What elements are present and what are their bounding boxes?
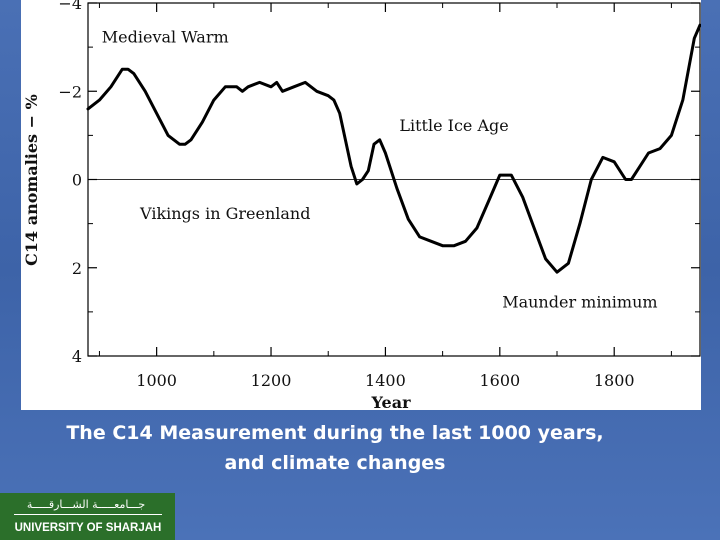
- y-tick-label: −2: [58, 82, 82, 101]
- x-tick-label: 1600: [479, 371, 520, 390]
- y-tick-label: 2: [72, 259, 82, 278]
- caption-line-1: The C14 Measurement during the last 1000…: [66, 422, 604, 444]
- chart-annotation: Vikings in Greenland: [139, 204, 310, 223]
- x-tick-label: 1800: [594, 371, 635, 390]
- chart-panel: −4 −2 0 2 4 1000 1200 1400 1600 1800 Year C14 anoma…: [21, 0, 701, 410]
- chart-annotation: Little Ice Age: [399, 116, 508, 135]
- x-tick-label: 1400: [365, 371, 406, 390]
- logo-divider: [14, 514, 162, 515]
- caption-line-2: and climate changes: [224, 452, 446, 474]
- caption: The C14 Measurement during the last 1000…: [10, 418, 660, 478]
- x-tick-label: 1200: [251, 371, 292, 390]
- y-axis-label: C14 anomalies − %: [22, 94, 41, 266]
- x-axis-label: Year: [370, 393, 411, 410]
- y-tick-label: −4: [58, 0, 82, 13]
- c14-chart: −4 −2 0 2 4 1000 1200 1400 1600 1800 Year C14 anoma…: [22, 0, 701, 410]
- logo-english-text: UNIVERSITY OF SHARJAH: [14, 522, 162, 534]
- y-tick-label: 0: [72, 171, 82, 190]
- chart-annotation: Maunder minimum: [502, 292, 657, 311]
- university-logo: جـــامعـــــة الشـــارقـــــة UNIVERSITY…: [0, 493, 175, 540]
- logo-arabic-text: جـــامعـــــة الشـــارقـــــة: [26, 498, 146, 511]
- y-tick-label: 4: [72, 347, 82, 366]
- c14-series-line: [86, 23, 701, 274]
- chart-annotation: Medieval Warm: [102, 28, 229, 47]
- x-tick-label: 1000: [136, 371, 177, 390]
